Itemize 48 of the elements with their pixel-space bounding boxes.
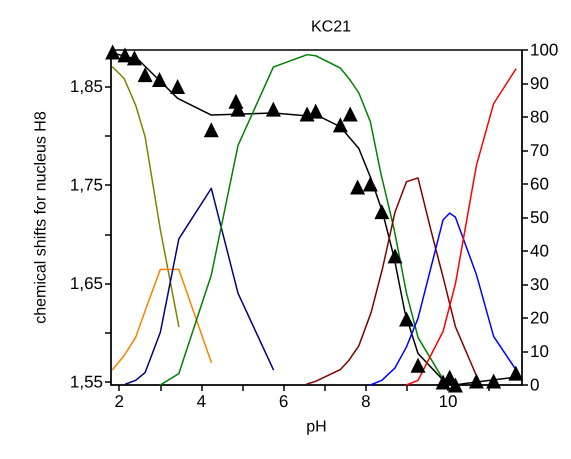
point bbox=[399, 311, 414, 326]
x-tick-label: 8 bbox=[361, 392, 371, 411]
point bbox=[468, 374, 484, 389]
y2-tick-label: 70 bbox=[530, 141, 549, 160]
y-axis-title: chemical shifts for nucleus H8 bbox=[32, 111, 50, 324]
y2-tick-label: 20 bbox=[530, 308, 549, 328]
y2-tick-label: 30 bbox=[530, 275, 549, 294]
point bbox=[448, 378, 463, 392]
y2-tick-label: 90 bbox=[530, 74, 549, 93]
point bbox=[362, 176, 378, 192]
line-series bbox=[406, 68, 517, 386]
point bbox=[410, 358, 426, 373]
y-tick-label: 1,75 bbox=[70, 175, 103, 194]
y-tick-label: 1,55 bbox=[70, 372, 103, 392]
y2-tick-label: 100 bbox=[530, 40, 558, 60]
line-series bbox=[125, 188, 274, 385]
x-tick-label: 2 bbox=[114, 392, 124, 411]
chart-title: KC21 bbox=[310, 18, 352, 36]
point bbox=[388, 248, 402, 264]
point bbox=[486, 374, 502, 389]
y2-tick-label: 10 bbox=[530, 342, 549, 361]
point bbox=[350, 179, 366, 194]
point bbox=[342, 106, 358, 122]
point bbox=[117, 47, 132, 62]
y2-tick-label: 60 bbox=[530, 174, 549, 194]
point bbox=[266, 102, 281, 117]
y2-tick-label: 80 bbox=[530, 108, 549, 126]
point bbox=[204, 122, 219, 138]
y2-tick-label: 40 bbox=[530, 242, 549, 260]
point bbox=[300, 106, 315, 122]
x-tick-label: 6 bbox=[278, 392, 288, 411]
y2-tick-label: 0 bbox=[530, 376, 540, 394]
point bbox=[332, 117, 348, 132]
point bbox=[170, 78, 186, 94]
point bbox=[374, 204, 390, 220]
x-tick-label: 4 bbox=[196, 392, 206, 411]
point bbox=[105, 44, 120, 60]
point bbox=[126, 50, 142, 66]
point bbox=[508, 366, 524, 381]
y-tick-label: 1,85 bbox=[70, 76, 103, 96]
point bbox=[152, 72, 167, 88]
line-series bbox=[112, 268, 212, 370]
y2-tick-label: 50 bbox=[530, 208, 549, 227]
x-axis-title: pH bbox=[306, 418, 327, 436]
point bbox=[138, 67, 153, 82]
y-tick-label: 1,65 bbox=[70, 274, 103, 294]
x-tick-label: 10 bbox=[438, 392, 458, 411]
line-series bbox=[112, 66, 180, 328]
